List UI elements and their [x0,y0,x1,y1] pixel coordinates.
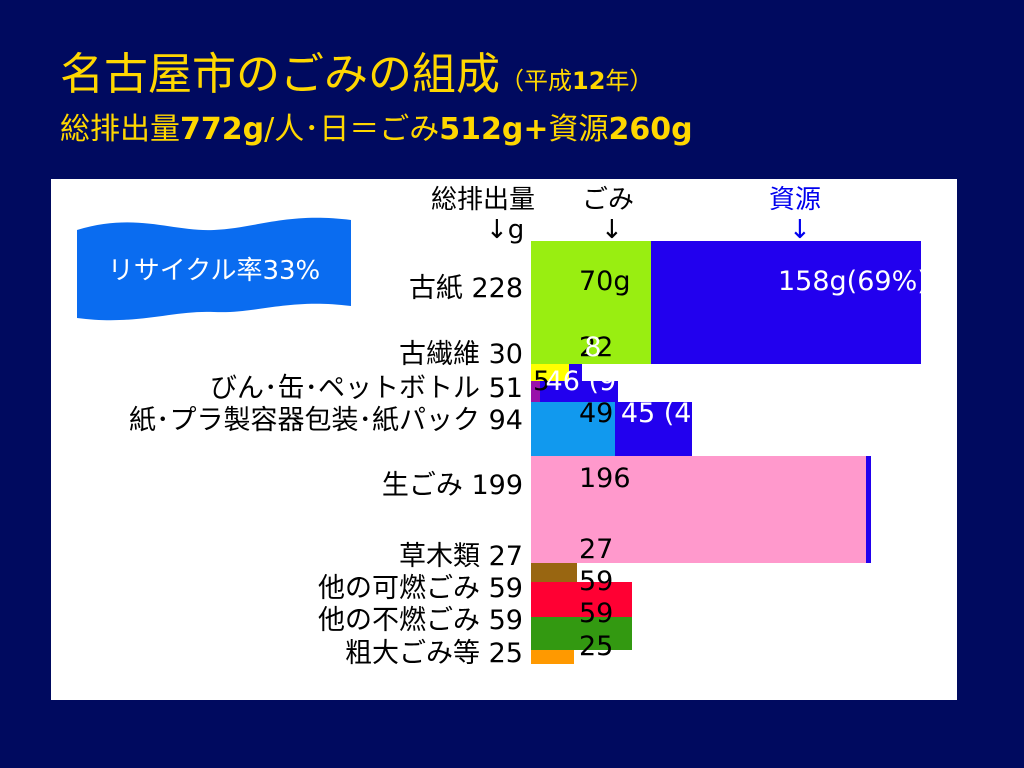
garbage-value-label: 59 [579,598,614,629]
garbage-bar [531,650,574,664]
title-year-prefix: （平成 [500,67,572,95]
resource-value-label: 46 (90%) [545,366,670,397]
resource-value-label: 3 [873,463,891,494]
banner-shape [77,217,351,321]
garbage-value-label: 59 [579,566,614,597]
resource-bar [539,381,619,402]
chart-panel: 総排出量 ↓g ごみ ↓ 資源 ↓ リサイクル率33% 古紙 228 70g 158… [51,179,957,700]
header-garbage: ごみ [582,185,635,215]
row-label: 草木類 27 [399,541,523,572]
resource-bar [614,402,692,456]
row-label: 古紙 228 [408,273,523,304]
subtitle-garbage-value: 512g+ [439,112,549,147]
garbage-bar [531,456,867,563]
resource-bar [866,456,872,563]
subtitle-resource-value: 260g [608,112,693,147]
garbage-value-label: 5 [533,366,551,397]
resource-bar [568,364,583,381]
subtitle-total-value: 772g [180,112,265,147]
page-title: 名古屋市のごみの組成（平成12年） [60,38,653,102]
subtitle-part-resource: 資源 [548,112,609,147]
garbage-bar [531,617,632,650]
garbage-bar [531,241,651,364]
resource-value-label: 158g(69%) [778,266,928,297]
garbage-value-label: 70g [579,266,631,297]
subtitle-part-total: 総排出量 [60,112,180,147]
row-label: 他の不燃ごみ 59 [318,605,523,636]
page-subtitle: 総排出量772g/人･日＝ごみ512g+資源260g [60,104,693,148]
row-label: 粗大ごみ等 25 [345,638,523,669]
row-label: 古繊維 30 [399,339,523,370]
row-label: びん･缶･ペットボトル 51 [210,373,523,404]
row-label: 生ごみ 199 [381,470,523,501]
resource-bar [650,241,921,364]
header-unit: ↓g [486,215,525,245]
title-year-suffix: 年） [605,67,654,95]
header-garbage-arrow: ↓ [601,215,623,245]
garbage-bar [531,364,569,381]
row-label: 紙･プラ製容器包装･紙パック 94 [129,405,523,436]
row-label: 他の可燃ごみ 59 [318,573,523,604]
garbage-value-label: 49 [579,398,614,429]
garbage-value-label: 27 [579,534,614,565]
title-year-number: 12 [572,67,606,95]
recycle-rate-banner: リサイクル率33% [77,214,351,326]
resource-value-label: 8 [584,332,602,363]
title-year: （平成12年） [500,67,653,95]
resource-value-label: 45 (48%) [620,398,745,429]
garbage-bar [531,582,632,617]
header-resource-arrow: ↓ [789,215,811,245]
garbage-bar [531,402,615,456]
garbage-value-label: 25 [579,631,614,662]
header-resource: 資源 [769,185,822,215]
banner-label: リサイクル率33% [107,255,321,286]
garbage-bar [531,381,540,402]
header-total: 総排出量 [431,185,536,215]
garbage-value-label: 22 [579,332,614,363]
garbage-bar [531,563,578,582]
garbage-value-label: 196 [579,463,631,494]
title-main: 名古屋市のごみの組成 [60,49,500,100]
subtitle-part-garbage: /人･日＝ごみ [264,112,440,147]
